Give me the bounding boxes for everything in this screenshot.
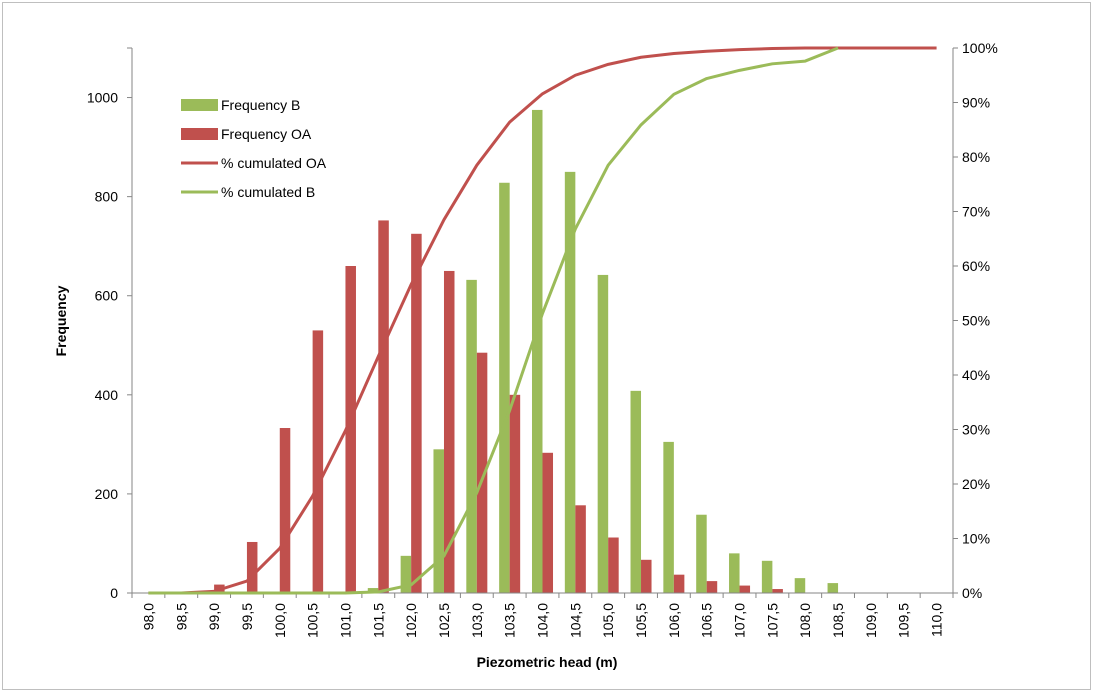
x-tick-label: 102,5	[436, 603, 452, 638]
x-tick-label: 109,5	[896, 603, 912, 638]
bar-frequency-b-15	[630, 390, 642, 593]
y2-tick-label: 70%	[962, 204, 990, 220]
line-pct-cumulated-b	[148, 46, 839, 595]
x-tick-label: 101,0	[337, 603, 353, 638]
x-tick-label: 98,5	[173, 603, 189, 630]
bar-frequency-b-19	[761, 560, 773, 593]
y2-tick-label: 0%	[962, 585, 982, 601]
x-tick-label: 107,0	[732, 603, 748, 638]
legend-swatch-0	[181, 99, 218, 111]
x-tick-label: 103,5	[502, 603, 518, 638]
line-pct-cumulated-oa	[148, 46, 937, 595]
bar-frequency-oa-13	[575, 505, 586, 593]
legend-label: % cumulated OA	[221, 155, 327, 171]
bar-frequency-b-10	[466, 279, 477, 593]
y-tick-label: 200	[95, 486, 119, 502]
x-tick-label: 103,0	[469, 603, 485, 638]
bar-frequency-b-14	[597, 274, 609, 593]
y-tick-label: 1000	[87, 90, 118, 106]
bars-layer	[214, 109, 839, 594]
x-tick-label: 104,0	[535, 603, 551, 638]
x-tick-label: 110,0	[929, 603, 945, 637]
x-tick-label: 104,5	[567, 603, 583, 638]
y2-tick-label: 40%	[962, 367, 990, 383]
bar-frequency-oa-14	[608, 537, 619, 593]
bar-frequency-oa-4	[279, 428, 291, 593]
x-tick-label: 100,0	[272, 603, 288, 638]
bar-frequency-oa-11	[509, 394, 521, 593]
lines-layer	[148, 46, 937, 595]
bar-frequency-oa-18	[739, 585, 751, 593]
bar-frequency-b-9	[433, 449, 444, 593]
y-tick-label: 0	[110, 585, 118, 601]
bar-frequency-b-18	[729, 553, 740, 593]
y2-tick-label: 100%	[962, 40, 998, 56]
bar-frequency-oa-8	[411, 233, 422, 594]
legend-label: Frequency B	[221, 97, 300, 113]
bar-frequency-b-12	[531, 109, 543, 594]
y-tick-label: 800	[95, 189, 119, 205]
bar-frequency-b-17	[696, 514, 707, 593]
x-tick-label: 108,5	[830, 603, 846, 638]
x-tick-label: 105,5	[633, 603, 649, 638]
y-axis-title: Frequency	[53, 285, 69, 356]
x-tick-label: 108,0	[797, 603, 813, 638]
bar-frequency-oa-6	[345, 266, 356, 593]
bar-frequency-oa-7	[378, 220, 389, 594]
x-tick-label: 102,0	[403, 603, 419, 638]
x-tick-label: 107,5	[764, 603, 780, 638]
y2-tick-label: 80%	[962, 149, 990, 165]
x-tick-label: 106,0	[666, 603, 682, 638]
x-tick-label: 105,0	[600, 603, 616, 638]
bar-frequency-oa-3	[246, 541, 258, 593]
y-tick-label: 600	[95, 288, 119, 304]
x-tick-label: 101,5	[370, 603, 386, 638]
bar-frequency-oa-15	[641, 559, 652, 593]
x-tick-label: 98,0	[140, 603, 156, 630]
bar-frequency-b-21	[827, 583, 839, 593]
legend: Frequency B Frequency OA % cumulated OA % c…	[181, 97, 327, 200]
y2-tick-label: 10%	[962, 531, 990, 547]
bar-frequency-oa-5	[312, 330, 324, 593]
frequency-chart: 0 200 400 600 800 1000 0% 10% 20% 30% 40% 50% 60% 70%…	[53, 40, 998, 670]
x-tick-label: 100,5	[305, 603, 321, 638]
y2-tick-label: 50%	[962, 313, 990, 329]
bar-frequency-oa-9	[443, 270, 455, 593]
legend-swatch-1	[181, 128, 218, 140]
bar-frequency-b-7	[367, 588, 379, 593]
legend-label: % cumulated B	[221, 184, 315, 200]
bar-frequency-oa-10	[476, 352, 488, 593]
x-tick-label: 106,5	[699, 603, 715, 638]
bar-frequency-b-20	[794, 578, 806, 593]
bar-frequency-b-13	[564, 171, 576, 594]
bar-frequency-oa-16	[673, 574, 685, 593]
y2-tick-label: 60%	[962, 258, 990, 274]
y2-tick-label: 30%	[962, 422, 990, 438]
y-tick-label: 400	[95, 387, 119, 403]
x-tick-label: 99,5	[239, 603, 255, 630]
x-tick-label: 109,0	[863, 603, 879, 638]
bar-frequency-oa-17	[706, 581, 718, 593]
y2-tick-label: 20%	[962, 476, 990, 492]
bar-frequency-b-8	[400, 555, 412, 593]
x-tick-label: 99,0	[206, 603, 222, 630]
y2-tick-label: 90%	[962, 95, 990, 111]
tick-labels-layer: 0 200 400 600 800 1000 0% 10% 20% 30% 40% 50% 60% 70%…	[87, 40, 998, 638]
bar-frequency-b-11	[499, 182, 510, 593]
legend-label: Frequency OA	[221, 126, 312, 142]
bar-frequency-b-16	[663, 441, 674, 593]
bar-frequency-oa-19	[772, 589, 783, 593]
x-axis-title: Piezometric head (m)	[477, 654, 618, 670]
bar-frequency-oa-12	[542, 452, 554, 593]
